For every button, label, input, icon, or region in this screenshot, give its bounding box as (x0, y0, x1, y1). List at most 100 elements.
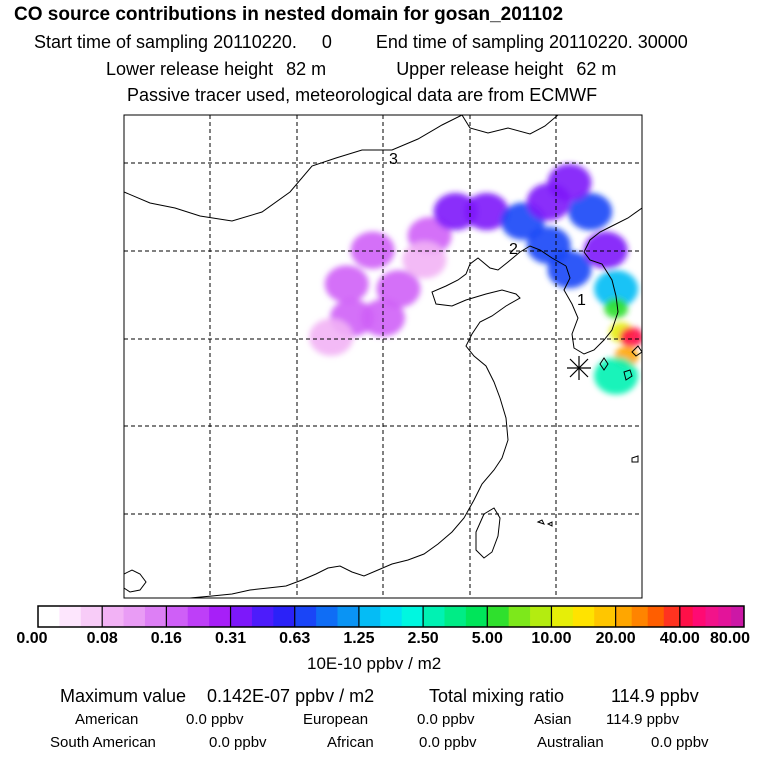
sampling-times: Start time of sampling 20110220. 0 End t… (34, 32, 688, 53)
colorbar-band (631, 606, 649, 627)
colorbar-band (251, 606, 274, 627)
map-layer: 3 2 1 (124, 115, 642, 598)
colorbar-tick-label: 80.00 (709, 630, 751, 647)
colorbar-tick-label: 0.63 (279, 630, 311, 647)
coastlines (124, 115, 642, 598)
receptor-star-icon (567, 356, 591, 380)
concentration-cell (568, 192, 613, 231)
concentration-cell (350, 231, 395, 269)
concentration-cell (402, 241, 447, 279)
map-frame (123, 114, 643, 599)
colorbar-band (80, 606, 103, 627)
colorbar-band (187, 606, 210, 627)
colorbar-band (144, 606, 167, 627)
colorbar-tick-label: 10.00 (531, 630, 572, 647)
concentration-cell (464, 192, 509, 231)
chart-title: CO source contributions in nested domain… (14, 4, 564, 25)
colorbar-band (663, 606, 681, 627)
region-value: 0.0 ppbv (186, 711, 244, 728)
colorbar-tick-label: 0.31 (214, 630, 247, 647)
colorbar-band (358, 606, 381, 627)
concentration-cell (594, 357, 639, 395)
region-name: Australian (537, 734, 604, 751)
region-name: South American (50, 734, 156, 751)
concentration-cell (604, 298, 629, 319)
colorbar-band (401, 606, 424, 627)
release-heights: Lower release height 82 m Upper release … (106, 59, 616, 80)
concentration-cell (361, 299, 405, 337)
start-time-value: 20110220. 0 (213, 32, 332, 52)
contour-label: 3 (389, 151, 398, 168)
lower-release-value: 82 m (286, 59, 327, 79)
colorbar-band (230, 606, 253, 627)
colorbar-tick-label: 40.00 (659, 630, 700, 647)
colorbar-band (572, 606, 595, 627)
colorbar-band (551, 606, 574, 627)
upper-release-label: Upper release height (396, 59, 564, 79)
colorbar-tick-label: 20.00 (595, 630, 636, 647)
colorbar-band (166, 606, 189, 627)
concentration-cell (309, 318, 354, 356)
region-name: European (303, 711, 369, 728)
colorbar-tick-label: 1.25 (343, 630, 375, 647)
concentration-field (309, 163, 642, 395)
colorbar-band (705, 606, 719, 627)
region-value: 0.0 ppbv (419, 734, 477, 751)
concentration-cell (583, 231, 628, 269)
total-mixing-value: 114.9 ppbv (611, 686, 699, 706)
colorbar-band (530, 606, 552, 627)
colorbar-band (423, 606, 445, 627)
region-value: 114.9 ppbv (606, 711, 680, 728)
colorbar-band (316, 606, 339, 627)
region-value: 0.0 ppbv (209, 734, 267, 751)
end-time-value: 20110220. 30000 (549, 32, 688, 52)
region-name: American (75, 711, 139, 728)
region-name: African (327, 734, 374, 751)
total-mixing-label: Total mixing ratio (429, 686, 565, 706)
concentration-cell (547, 250, 592, 289)
contour-label: 2 (509, 241, 518, 258)
region-value: 0.0 ppbv (417, 711, 475, 728)
colorbar (38, 606, 745, 627)
colorbar-band (487, 606, 510, 627)
colorbar-tick-label: 2.50 (407, 630, 439, 647)
concentration-cell (324, 265, 369, 303)
colorbar-band (294, 606, 317, 627)
colorbar-band (731, 606, 745, 627)
colorbar-band (38, 606, 60, 627)
colorbar-band (337, 606, 360, 627)
colorbar-unit: 10E-10 ppbv / m2 (307, 654, 442, 673)
colorbar-band (679, 606, 694, 627)
colorbar-band (380, 606, 403, 627)
colorbar-band (594, 606, 617, 627)
concentration-cell (526, 183, 571, 221)
max-value: 0.142E-07 ppbv / m2 (207, 686, 375, 706)
region-name: Asian (534, 711, 572, 728)
colorbar-band (465, 606, 488, 627)
contour-label: 1 (577, 292, 586, 309)
colorbar-band (718, 606, 732, 627)
region-value: 0.0 ppbv (651, 734, 709, 751)
colorbar-tick-label: 0.16 (150, 630, 182, 647)
tracer-note: Passive tracer used, meteorological data… (127, 85, 598, 105)
max-value-label: Maximum value (60, 686, 187, 706)
colorbar-tick-label: 0.00 (16, 630, 48, 647)
colorbar-band (692, 606, 706, 627)
colorbar-band (123, 606, 146, 627)
upper-release-value: 62 m (576, 59, 617, 79)
concentration-cell (619, 326, 642, 348)
colorbar-band (59, 606, 82, 627)
colorbar-tick-label: 5.00 (471, 630, 503, 647)
lower-release-label: Lower release height (106, 59, 274, 79)
grid-lines (124, 115, 642, 598)
concentration-cell (433, 192, 478, 231)
end-time-label: End time of sampling (375, 32, 544, 52)
concentration-cell (376, 270, 421, 308)
colorbar-tick-label: 0.08 (86, 630, 118, 647)
colorbar-band (508, 606, 531, 627)
colorbar-band (444, 606, 467, 627)
colorbar-band (647, 606, 665, 627)
concentration-cell (594, 270, 639, 308)
colorbar-band (102, 606, 125, 627)
